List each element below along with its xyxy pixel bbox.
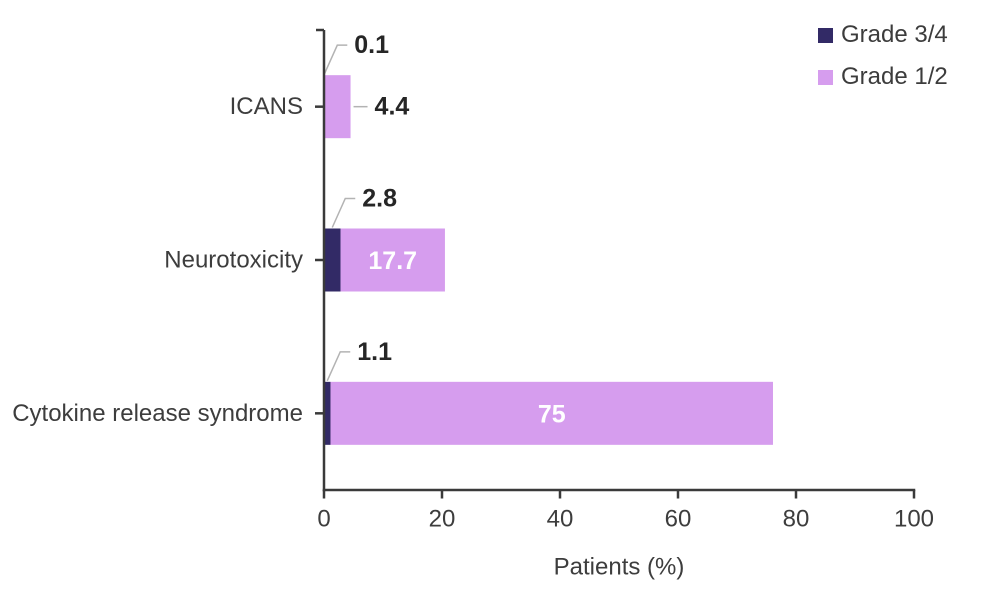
x-tick-label-80: 80 [783, 506, 810, 533]
category-label-neurotoxicity: Neurotoxicity [164, 247, 303, 274]
category-label-cytokine-release-syndrome: Cytokine release syndrome [12, 400, 303, 427]
bar-segment-grade-1-2-icans[interactable] [324, 75, 351, 139]
callout-line [331, 197, 356, 228]
legend-swatch-icon [818, 69, 833, 85]
bar-segment-grade-1-2-cytokine-release-syndrome[interactable] [330, 381, 773, 445]
bar-segment-grade-1-2-neurotoxicity[interactable] [340, 228, 445, 292]
category-label-icans: ICANS [230, 93, 303, 120]
x-tick-label-60: 60 [665, 506, 692, 533]
bar-segment-grade-3-4-cytokine-release-syndrome[interactable] [324, 381, 331, 445]
value-label-grade-1-2-icans: 4.4 [375, 93, 410, 121]
callout-line [326, 351, 351, 382]
legend: Grade 3/4 Grade 1/2 [818, 14, 948, 98]
value-label-grade-3-4-icans: 0.1 [354, 31, 389, 59]
bar-segment-grade-3-4-neurotoxicity[interactable] [324, 228, 341, 292]
legend-swatch-icon [818, 27, 833, 43]
value-label-grade-1-2-cytokine-release-syndrome: 75 [538, 400, 566, 428]
value-label-grade-3-4-cytokine-release-syndrome: 1.1 [357, 338, 392, 366]
x-tick-label-40: 40 [547, 506, 574, 533]
legend-label: Grade 1/2 [841, 63, 948, 90]
x-tick-label-0: 0 [317, 506, 330, 533]
callout-line [323, 44, 348, 75]
legend-item-grade-3-4[interactable]: Grade 3/4 [818, 14, 948, 56]
legend-label: Grade 3/4 [841, 21, 948, 48]
x-tick-label-100: 100 [894, 506, 934, 533]
x-axis-title: Patients (%) [554, 554, 685, 581]
value-label-grade-1-2-neurotoxicity: 17.7 [368, 247, 417, 275]
value-label-grade-3-4-neurotoxicity: 2.8 [362, 185, 397, 213]
legend-item-grade-1-2[interactable]: Grade 1/2 [818, 56, 948, 98]
x-tick-label-20: 20 [429, 506, 456, 533]
